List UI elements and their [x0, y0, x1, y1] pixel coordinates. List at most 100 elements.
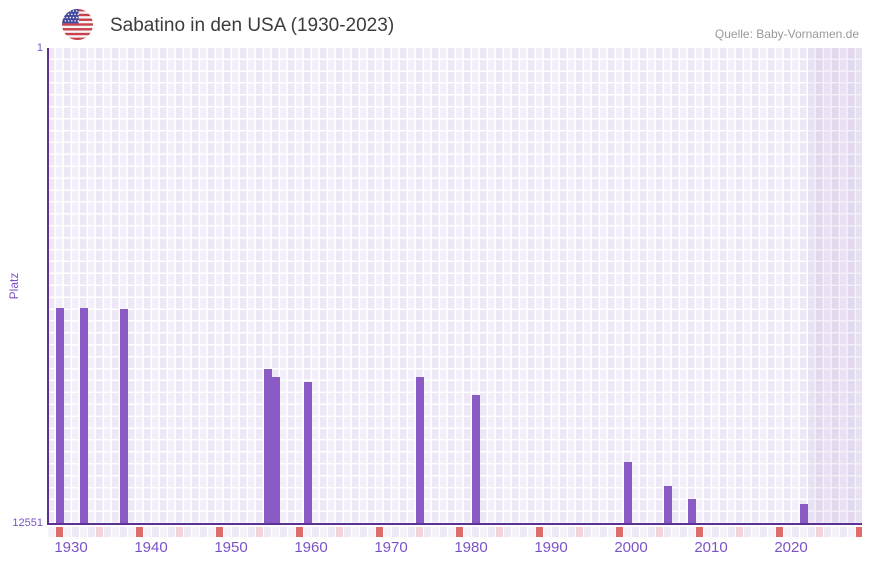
decade-marker-cell [456, 527, 463, 537]
bar-1957[interactable] [272, 377, 280, 523]
bar-1975[interactable] [416, 376, 424, 523]
half-decade-marker-cell [496, 527, 503, 537]
marker-cell [272, 527, 279, 537]
marker-cell [792, 527, 799, 537]
y-axis-line [47, 48, 49, 525]
marker-cell [120, 527, 127, 537]
half-decade-marker-cell [816, 527, 823, 537]
marker-cell [464, 527, 471, 537]
marker-cell [480, 527, 487, 537]
marker-cell [184, 527, 191, 537]
decade-marker-cell [376, 527, 383, 537]
y-axis-title: Platz [7, 272, 21, 300]
decade-marker-cell [856, 527, 862, 537]
marker-cell [48, 527, 55, 537]
marker-cell [624, 527, 631, 537]
marker-cell [608, 527, 615, 537]
marker-cell [344, 527, 351, 537]
marker-cell [544, 527, 551, 537]
marker-cell [232, 527, 239, 537]
marker-cell [384, 527, 391, 537]
half-decade-marker-cell [736, 527, 743, 537]
marker-cell [200, 527, 207, 537]
marker-cell [552, 527, 559, 537]
decade-marker-cell [216, 527, 223, 537]
marker-cell [704, 527, 711, 537]
marker-cell [408, 527, 415, 537]
marker-cell [800, 527, 807, 537]
half-decade-marker-cell [176, 527, 183, 537]
source-credit: Quelle: Baby-Vornamen.de [714, 27, 859, 41]
bar-1956[interactable] [264, 369, 272, 523]
marker-cell [632, 527, 639, 537]
decade-marker-cell [536, 527, 543, 537]
marker-cell [288, 527, 295, 537]
marker-cell [104, 527, 111, 537]
x-tick-1950: 1950 [214, 539, 248, 556]
marker-cell [160, 527, 167, 537]
half-decade-marker-cell [96, 527, 103, 537]
bar-2001[interactable] [624, 461, 632, 523]
marker-cell [584, 527, 591, 537]
decade-marker-cell [776, 527, 783, 537]
marker-cell [472, 527, 479, 537]
half-decade-marker-cell [256, 527, 263, 537]
marker-cell [80, 527, 87, 537]
decade-marker-cell [616, 527, 623, 537]
marker-cell [488, 527, 495, 537]
marker-cell [264, 527, 271, 537]
marker-cell [768, 527, 775, 537]
y-tick-bottom: 12551 [12, 517, 43, 529]
half-decade-marker-cell [336, 527, 343, 537]
bar-1938[interactable] [120, 309, 128, 523]
decade-marker-row [48, 527, 862, 537]
marker-cell [592, 527, 599, 537]
marker-cell [600, 527, 607, 537]
marker-cell [720, 527, 727, 537]
marker-cell [712, 527, 719, 537]
marker-cell [568, 527, 575, 537]
marker-cell [432, 527, 439, 537]
marker-cell [72, 527, 79, 537]
marker-cell [832, 527, 839, 537]
x-tick-1930: 1930 [54, 539, 88, 556]
decade-marker-cell [136, 527, 143, 537]
x-tick-1960: 1960 [294, 539, 328, 556]
marker-cell [648, 527, 655, 537]
marker-cell [88, 527, 95, 537]
decade-marker-cell [696, 527, 703, 537]
x-axis-line [47, 523, 862, 525]
half-decade-marker-cell [576, 527, 583, 537]
marker-cell [360, 527, 367, 537]
marker-cell [240, 527, 247, 537]
marker-cell [840, 527, 847, 537]
marker-cell [64, 527, 71, 537]
marker-cell [328, 527, 335, 537]
marker-cell [784, 527, 791, 537]
marker-cell [560, 527, 567, 537]
marker-cell [144, 527, 151, 537]
marker-cell [672, 527, 679, 537]
marker-cell [424, 527, 431, 537]
x-tick-1940: 1940 [134, 539, 168, 556]
bar-1933[interactable] [80, 307, 88, 523]
bar-1961[interactable] [304, 382, 312, 523]
no-data-band [808, 48, 862, 523]
marker-cell [304, 527, 311, 537]
decade-marker-cell [56, 527, 63, 537]
marker-cell [224, 527, 231, 537]
half-decade-marker-cell [416, 527, 423, 537]
marker-cell [392, 527, 399, 537]
bar-1930[interactable] [56, 307, 64, 523]
marker-cell [728, 527, 735, 537]
marker-cell [440, 527, 447, 537]
bar-1982[interactable] [472, 395, 480, 523]
marker-cell [128, 527, 135, 537]
bar-2006[interactable] [664, 485, 672, 523]
decade-marker-cell [296, 527, 303, 537]
bar-2009[interactable] [688, 498, 696, 523]
bar-2023[interactable] [800, 503, 808, 523]
x-tick-1990: 1990 [534, 539, 568, 556]
marker-cell [640, 527, 647, 537]
